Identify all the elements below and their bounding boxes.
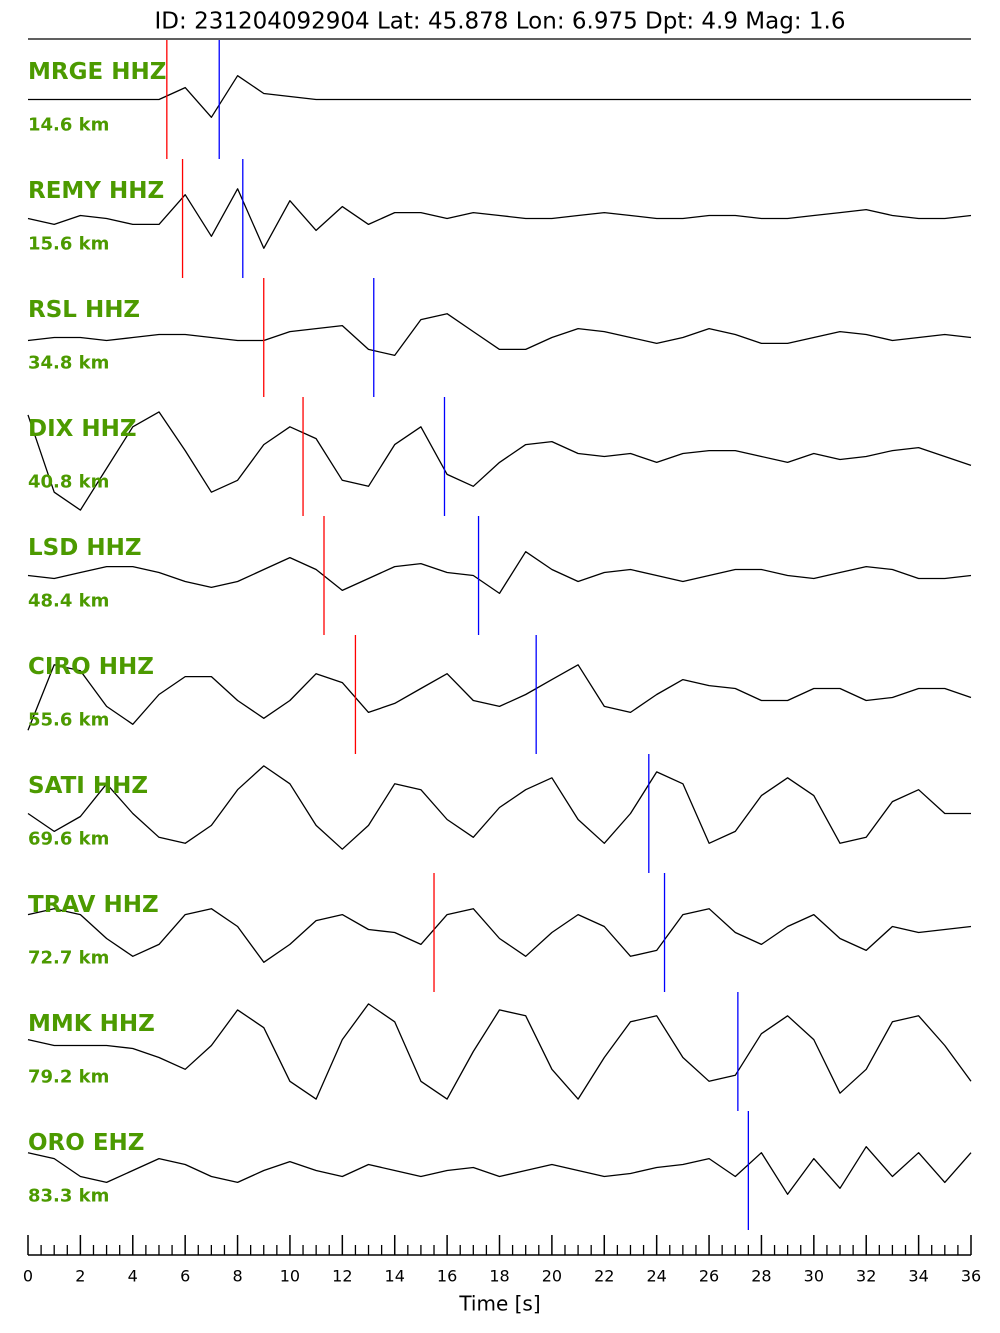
x-tick-label: 12 [332, 1267, 352, 1286]
distance-label: 69.6 km [28, 829, 109, 850]
distance-label: 72.7 km [28, 948, 109, 969]
x-tick-label: 26 [699, 1267, 719, 1286]
station-label: REMY HHZ [28, 178, 164, 204]
x-tick-label: 14 [385, 1267, 405, 1286]
station-label: DIX HHZ [28, 416, 137, 442]
station-label: RSL HHZ [28, 297, 140, 323]
waveform [27, 908, 972, 963]
distance-label: 55.6 km [28, 710, 109, 731]
waveform [27, 1146, 972, 1195]
station-label: MRGE HHZ [28, 59, 166, 85]
distance-label: 14.6 km [28, 115, 109, 136]
distance-label: 15.6 km [28, 234, 109, 255]
distance-label: 40.8 km [28, 472, 109, 493]
x-tick-label: 24 [646, 1267, 666, 1286]
station-label: ORO EHZ [28, 1130, 144, 1156]
distance-label: 83.3 km [28, 1186, 109, 1207]
station-label: TRAV HHZ [28, 892, 159, 918]
x-tick-label: 22 [594, 1267, 614, 1286]
x-tick-label: 8 [232, 1267, 242, 1286]
station-label: MMK HHZ [28, 1011, 155, 1037]
waveform [27, 551, 972, 595]
x-tick-label: 0 [23, 1267, 33, 1286]
waveform [28, 75, 971, 118]
waveform [27, 313, 972, 357]
x-tick-label: 18 [489, 1267, 509, 1286]
distance-label: 34.8 km [28, 353, 109, 374]
x-tick-label: 2 [75, 1267, 85, 1286]
waveform [27, 765, 971, 850]
station-label: SATI HHZ [28, 773, 148, 799]
x-tick-label: 34 [908, 1267, 928, 1286]
waveform [27, 1003, 972, 1100]
x-tick-label: 32 [856, 1267, 876, 1286]
x-tick-label: 30 [804, 1267, 824, 1286]
x-tick-label: 36 [961, 1267, 981, 1286]
x-tick-label: 10 [280, 1267, 300, 1286]
x-axis-label: Time [s] [458, 1292, 540, 1316]
x-tick-label: 16 [437, 1267, 457, 1286]
waveform [27, 188, 972, 249]
station-label: LSD HHZ [28, 535, 142, 561]
x-tick-label: 20 [542, 1267, 562, 1286]
waveform [27, 664, 972, 731]
x-tick-label: 28 [751, 1267, 771, 1286]
x-tick-label: 4 [128, 1267, 138, 1286]
x-tick-label: 6 [180, 1267, 190, 1286]
distance-label: 48.4 km [28, 591, 109, 612]
station-label: CIRO HHZ [28, 654, 154, 680]
chart-title: ID: 231204092904 Lat: 45.878 Lon: 6.975 … [155, 9, 846, 35]
distance-label: 79.2 km [28, 1067, 109, 1088]
waveform [27, 411, 972, 511]
